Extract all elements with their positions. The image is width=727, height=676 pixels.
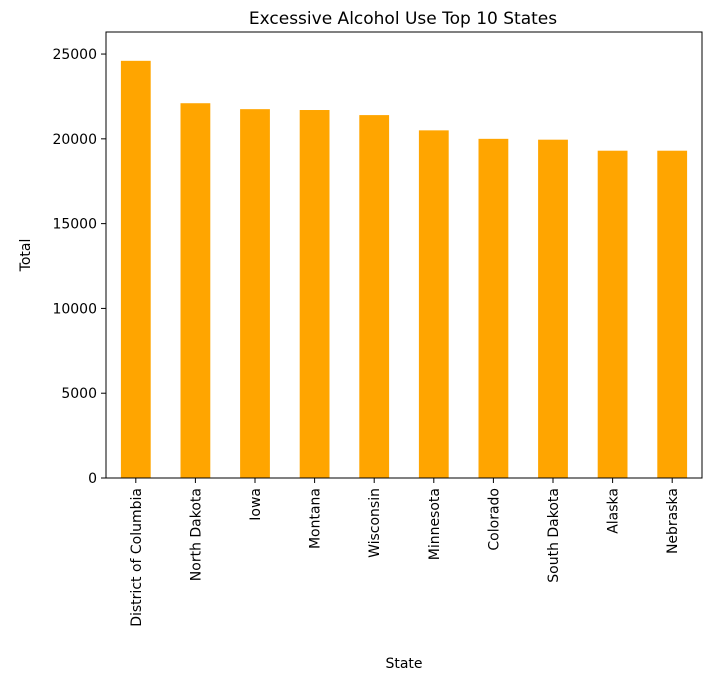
x-tick-label: District of Columbia [129, 488, 145, 627]
bar-colorado [478, 138, 509, 479]
x-tick-label: Nebraska [665, 488, 681, 554]
bar-iowa [240, 109, 270, 478]
x-tick-label: Minnesota [427, 488, 443, 560]
y-tick-label: 25000 [52, 47, 97, 63]
y-tick-label: 0 [88, 471, 97, 487]
bar-south-dakota [538, 139, 568, 478]
x-tick-label: Alaska [606, 488, 622, 534]
y-tick-label: 5000 [61, 386, 97, 402]
plot-frame [105, 31, 703, 479]
x-tick-label: North Dakota [188, 488, 204, 581]
x-axis-ticks: District of Columbia North Dakota Iowa Mont… [129, 478, 681, 627]
bar-minnesota [418, 130, 449, 478]
bar-nebraska [657, 150, 688, 479]
x-axis-label: State [385, 656, 422, 672]
x-tick-label: Montana [308, 488, 324, 549]
bar-alaska [597, 150, 628, 479]
bar-wisconsin [359, 115, 390, 478]
bar-montana [299, 110, 330, 479]
x-tick-label: Colorado [486, 488, 502, 551]
bar-north-dakota [180, 103, 211, 478]
chart-title: Excessive Alcohol Use Top 10 States [249, 9, 557, 29]
x-tick-label: Iowa [248, 488, 264, 521]
y-axis-label: Total [18, 239, 34, 273]
x-tick-label: Wisconsin [367, 488, 383, 558]
bar-district-of-columbia [120, 60, 151, 479]
y-tick-label: 15000 [52, 217, 97, 233]
bars-group [120, 60, 688, 479]
y-tick-label: 10000 [52, 301, 97, 317]
x-tick-label: South Dakota [546, 488, 562, 583]
y-axis-ticks: 0 5000 10000 15000 20000 25000 [52, 47, 106, 487]
y-tick-label: 20000 [52, 132, 97, 148]
